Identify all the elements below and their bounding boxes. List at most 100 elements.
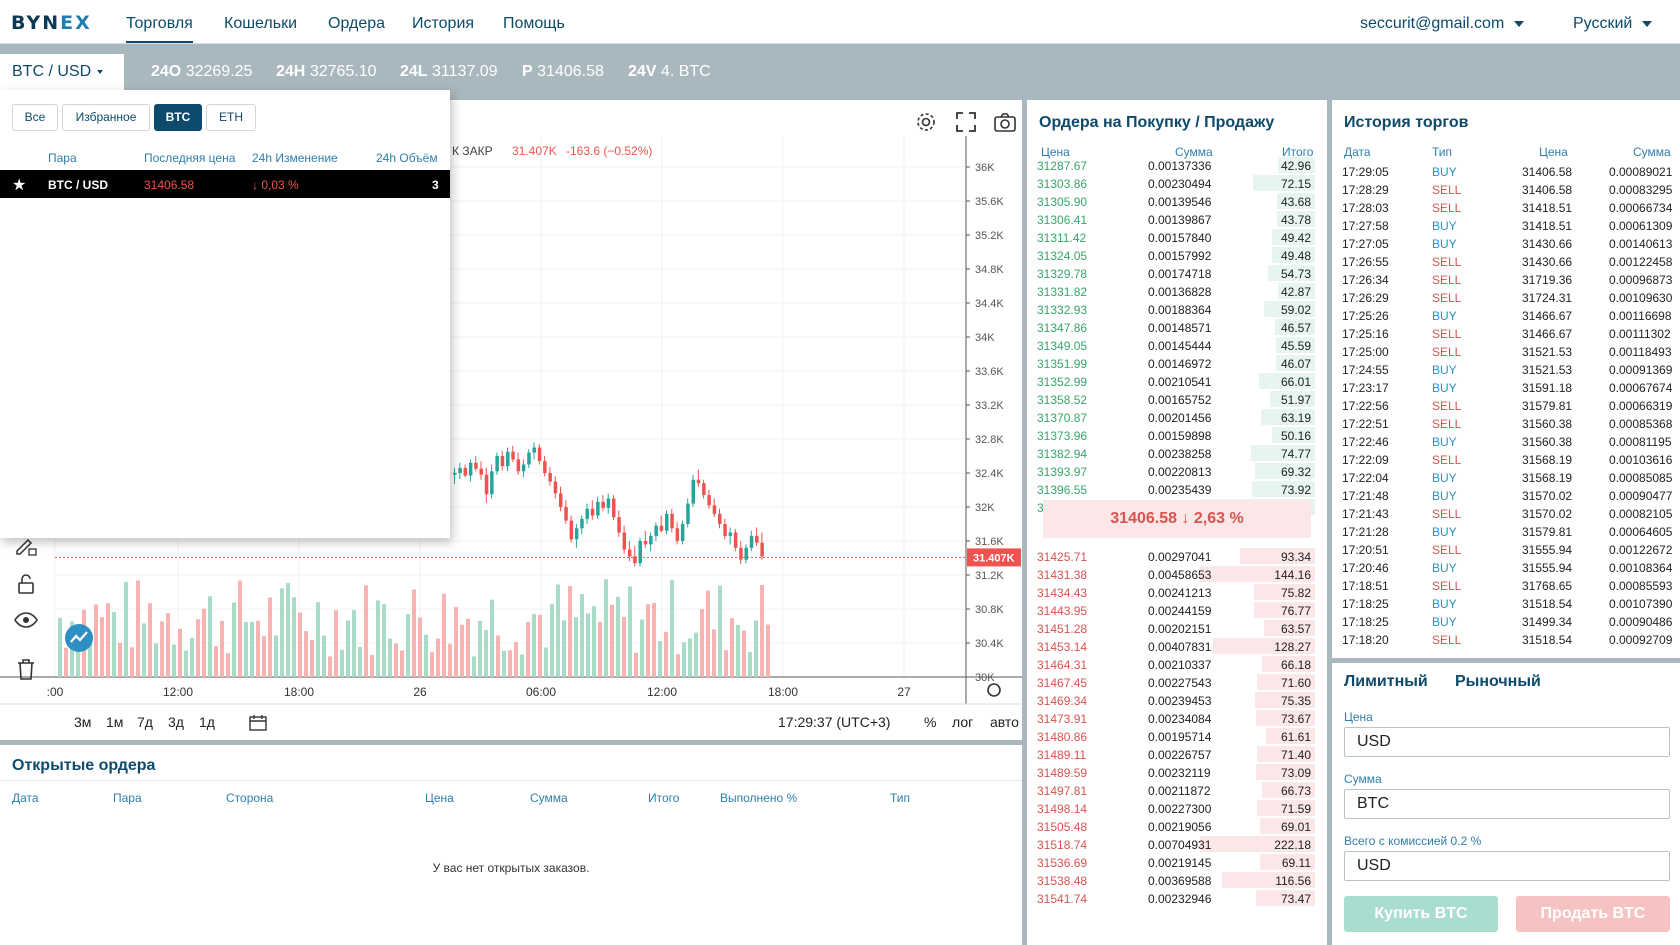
unlock-icon[interactable] bbox=[14, 572, 38, 596]
buy-order-row[interactable]: 31382.94 0.00238258 74.77 bbox=[1037, 444, 1315, 462]
buy-order-row[interactable]: 31311.42 0.00157840 49.42 bbox=[1037, 228, 1315, 246]
dropdown-tab-favorites[interactable]: Избранное bbox=[62, 104, 150, 131]
buy-order-row[interactable]: 31332.93 0.00188364 59.02 bbox=[1037, 300, 1315, 318]
divider bbox=[0, 780, 1022, 781]
buy-order-row[interactable]: 31351.99 0.00146972 46.07 bbox=[1037, 354, 1315, 372]
percent-scale-button[interactable]: % bbox=[924, 714, 937, 730]
buy-order-row[interactable]: 31358.52 0.00165752 51.97 bbox=[1037, 390, 1315, 408]
sell-order-row[interactable]: 31443.95 0.00244159 76.77 bbox=[1037, 601, 1315, 619]
trade-amount: 0.00082105 bbox=[1609, 507, 1673, 521]
logo[interactable]: BYNEX bbox=[11, 12, 92, 34]
nav-wallets[interactable]: Кошельки bbox=[224, 15, 298, 32]
sell-order-row[interactable]: 31538.48 0.00369588 116.56 bbox=[1037, 871, 1315, 889]
y-tick-label: 30.8K bbox=[975, 604, 1004, 616]
dropdown-row-btc-usd[interactable]: ★ BTC / USD 31406.58 ↓ 0,03 % 3 bbox=[0, 170, 450, 198]
nav-help[interactable]: Помощь bbox=[503, 15, 565, 32]
sell-order-row[interactable]: 31425.71 0.00297041 93.34 bbox=[1037, 547, 1315, 565]
buy-order-row[interactable]: 31303.86 0.00230494 72.15 bbox=[1037, 174, 1315, 192]
buy-order-row[interactable]: 31349.05 0.00145444 45.59 bbox=[1037, 336, 1315, 354]
sell-order-row[interactable]: 31541.74 0.00232946 73.47 bbox=[1037, 889, 1315, 907]
total-field[interactable] bbox=[1344, 851, 1670, 881]
buy-order-row[interactable]: 31370.87 0.00201456 63.19 bbox=[1037, 408, 1315, 426]
volume-bar bbox=[262, 635, 266, 677]
sell-order-row[interactable]: 31453.14 0.00407831 128.27 bbox=[1037, 637, 1315, 655]
sell-order-row[interactable]: 31431.38 0.00458653 144.16 bbox=[1037, 565, 1315, 583]
star-icon[interactable]: ★ bbox=[12, 177, 27, 194]
volume-bar bbox=[124, 581, 128, 677]
volume-bar bbox=[310, 639, 314, 677]
buy-order-row[interactable]: 31352.99 0.00210541 66.01 bbox=[1037, 372, 1315, 390]
buy-order-row[interactable]: 31393.97 0.00220813 69.32 bbox=[1037, 462, 1315, 480]
tab-market[interactable]: Рыночный bbox=[1455, 673, 1541, 690]
sell-order-row[interactable]: 31467.45 0.00227543 71.60 bbox=[1037, 673, 1315, 691]
sell-order-row[interactable]: 31480.86 0.00195714 61.61 bbox=[1037, 727, 1315, 745]
dropdown-tab-eth[interactable]: ETH bbox=[206, 104, 256, 131]
camera-icon[interactable] bbox=[993, 110, 1017, 134]
buy-order-row[interactable]: 31287.67 0.00137336 42.96 bbox=[1037, 156, 1315, 174]
sell-button[interactable]: Продать BTC bbox=[1516, 896, 1670, 932]
timeframe-1d[interactable]: 1д bbox=[199, 714, 215, 730]
dropdown-tab-all[interactable]: Все bbox=[12, 104, 58, 131]
buy-order-row[interactable]: 31329.78 0.00174718 54.73 bbox=[1037, 264, 1315, 282]
history-row: 17:22:56 SELL 31579.81 0.00066319 bbox=[1342, 396, 1672, 414]
sell-order-row[interactable]: 31451.28 0.00202151 63.57 bbox=[1037, 619, 1315, 637]
auto-scale-button[interactable]: авто bbox=[990, 714, 1019, 730]
timeframe-7d[interactable]: 7д bbox=[137, 714, 153, 730]
trade-price: 31521.53 bbox=[1522, 345, 1573, 359]
volume-bar bbox=[496, 635, 500, 677]
buy-order-row[interactable]: 31331.82 0.00136828 42.87 bbox=[1037, 282, 1315, 300]
tradingview-logo-icon[interactable] bbox=[64, 623, 94, 653]
sell-order-row[interactable]: 31497.81 0.00211872 66.73 bbox=[1037, 781, 1315, 799]
timeframe-3d[interactable]: 3д bbox=[168, 714, 184, 730]
sell-order-row[interactable]: 31434.43 0.00241213 75.82 bbox=[1037, 583, 1315, 601]
sell-order-row[interactable]: 31505.48 0.00219056 69.01 bbox=[1037, 817, 1315, 835]
volume-bar bbox=[622, 616, 626, 677]
language-menu[interactable]: Русский bbox=[1573, 15, 1653, 33]
pencil-lock-icon[interactable] bbox=[14, 533, 38, 557]
price-field[interactable] bbox=[1344, 727, 1670, 757]
axis-settings-icon[interactable] bbox=[987, 683, 1001, 697]
order-amount: 0.00201456 bbox=[1148, 411, 1212, 425]
sell-order-row[interactable]: 31473.91 0.00234084 73.67 bbox=[1037, 709, 1315, 727]
trade-price: 31518.54 bbox=[1522, 597, 1573, 611]
pair-selector[interactable]: BTC / USD bbox=[0, 54, 124, 90]
nav-trading[interactable]: Торговля bbox=[126, 15, 193, 43]
order-price: 31393.97 bbox=[1037, 465, 1088, 479]
settings-icon[interactable] bbox=[914, 110, 938, 134]
sell-order-row[interactable]: 31469.34 0.00239453 75.35 bbox=[1037, 691, 1315, 709]
timeframe-1m[interactable]: 1м bbox=[106, 714, 124, 730]
sell-order-row[interactable]: 31489.11 0.00226757 71.40 bbox=[1037, 745, 1315, 763]
timeframe-3m[interactable]: 3м bbox=[74, 714, 92, 730]
nav-history[interactable]: История bbox=[412, 15, 475, 32]
buy-order-row[interactable]: 31347.86 0.00148571 46.57 bbox=[1037, 318, 1315, 336]
trash-icon[interactable] bbox=[14, 657, 38, 681]
amount-field[interactable] bbox=[1344, 789, 1670, 819]
buy-order-row[interactable]: 31324.05 0.00157992 49.48 bbox=[1037, 246, 1315, 264]
buy-order-row[interactable]: 31373.96 0.00159898 50.16 bbox=[1037, 426, 1315, 444]
buy-button[interactable]: Купить BTC bbox=[1344, 896, 1498, 932]
sell-order-row[interactable]: 31464.31 0.00210337 66.18 bbox=[1037, 655, 1315, 673]
volume-bar bbox=[394, 643, 398, 677]
fullscreen-icon[interactable] bbox=[954, 110, 978, 134]
volume-bar bbox=[580, 594, 584, 677]
sell-order-row[interactable]: 31536.69 0.00219145 69.11 bbox=[1037, 853, 1315, 871]
dropdown-tab-btc[interactable]: BTC bbox=[154, 104, 202, 131]
history-row: 17:20:46 BUY 31555.94 0.00108364 bbox=[1342, 558, 1672, 576]
trade-price: 31560.38 bbox=[1522, 435, 1573, 449]
buy-order-row[interactable]: 31396.55 0.00235439 73.92 bbox=[1037, 480, 1315, 498]
eye-icon[interactable] bbox=[14, 608, 38, 632]
order-total: 116.56 bbox=[1275, 874, 1311, 888]
legend-close: 31.407K bbox=[512, 144, 557, 158]
buy-order-row[interactable]: 31305.90 0.00139546 43.68 bbox=[1037, 192, 1315, 210]
volume-bar bbox=[88, 634, 92, 677]
history-row: 17:26:34 SELL 31719.36 0.00096873 bbox=[1342, 270, 1672, 288]
sell-order-row[interactable]: 31498.14 0.00227300 71.59 bbox=[1037, 799, 1315, 817]
nav-orders[interactable]: Ордера bbox=[328, 15, 386, 32]
tab-limit[interactable]: Лимитный bbox=[1344, 673, 1428, 690]
buy-order-row[interactable]: 31306.41 0.00139867 43.78 bbox=[1037, 210, 1315, 228]
log-scale-button[interactable]: лог bbox=[952, 714, 974, 730]
sell-order-row[interactable]: 31489.59 0.00232119 73.09 bbox=[1037, 763, 1315, 781]
date-range-icon[interactable] bbox=[248, 714, 268, 732]
account-menu[interactable]: seccurit@gmail.com bbox=[1360, 15, 1525, 33]
sell-order-row[interactable]: 31518.74 0.00704931 222.18 bbox=[1037, 835, 1315, 853]
